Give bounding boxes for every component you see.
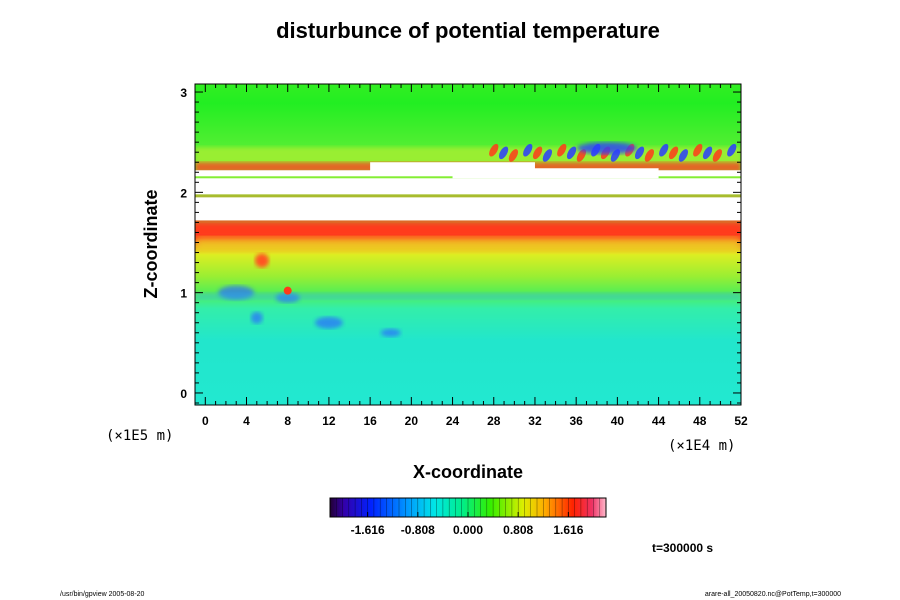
footer-left: /usr/bin/gpview 2005-08-20 — [60, 591, 145, 598]
wave-cell — [693, 143, 703, 157]
missing-region — [195, 178, 741, 195]
colorbar-tick-label: -0.808 — [401, 523, 435, 537]
missing-region — [452, 168, 659, 179]
wave-cell — [576, 149, 587, 162]
x-axis-label: X-coordinate — [413, 462, 523, 482]
cold-cell — [314, 316, 343, 329]
chart-title: disturbunce of potential temperature — [276, 18, 660, 43]
wave-cell — [508, 149, 519, 162]
wave-cell — [702, 146, 713, 160]
wave-cell — [634, 146, 645, 160]
y-tick-labels: 0 1 2 3 — [180, 86, 187, 401]
warm-band — [195, 224, 741, 238]
colorbar-tick-label: 1.616 — [553, 523, 583, 537]
warm-cell — [283, 286, 292, 295]
wave-cell — [566, 146, 577, 160]
cold-cell — [577, 142, 638, 155]
wave-cell — [523, 143, 533, 157]
axis-ticks — [194, 84, 742, 405]
x-tick-label: 52 — [734, 414, 748, 428]
y-scale-label: (×1E5 m) — [106, 428, 173, 444]
wave-cell — [678, 149, 689, 162]
y-tick-label: 2 — [180, 186, 187, 200]
wave-cell — [644, 149, 655, 162]
cold-cell — [380, 328, 401, 337]
wave-cell — [659, 143, 669, 157]
plot-frame — [194, 83, 742, 406]
y-tick-label: 0 — [180, 387, 187, 401]
x-tick-label: 48 — [693, 414, 707, 428]
colorbar-segments — [336, 498, 600, 517]
upper-band — [195, 147, 741, 165]
wave-cell — [557, 143, 567, 157]
y-axis-label: Z-coordinate — [141, 189, 161, 298]
warm-band-edge — [195, 237, 741, 253]
wave-cell — [668, 146, 679, 160]
x-tick-label: 40 — [611, 414, 625, 428]
wave-cell — [727, 143, 737, 157]
wave-cell — [542, 149, 553, 162]
x-scale-label: (×1E4 m) — [668, 438, 735, 454]
x-tick-label: 12 — [322, 414, 336, 428]
x-tick-label: 32 — [528, 414, 542, 428]
wave-cell — [712, 149, 723, 162]
wave-cell — [532, 146, 543, 160]
y-tick-label: 1 — [180, 287, 187, 301]
x-tick-label: 44 — [652, 414, 666, 428]
wave-cell — [489, 143, 499, 157]
warm-cell — [254, 253, 269, 268]
x-tick-label: 20 — [405, 414, 419, 428]
x-tick-label: 8 — [284, 414, 291, 428]
x-tick-labels: 0 4 8 12 16 20 24 28 32 36 40 44 48 52 — [202, 414, 748, 428]
plot-area — [195, 84, 741, 405]
x-tick-label: 0 — [202, 414, 209, 428]
colorbar-tick-label: -1.616 — [351, 523, 385, 537]
footer-right: arare-all_20050820.nc@PotTemp,t=300000 — [705, 591, 841, 598]
colorbar-ticks: -1.616 -0.808 0.000 0.808 1.616 — [351, 512, 584, 537]
time-annotation: t=300000 s — [652, 541, 713, 555]
x-tick-label: 36 — [569, 414, 583, 428]
cool-layer — [195, 292, 741, 300]
x-tick-label: 4 — [243, 414, 250, 428]
x-tick-label: 28 — [487, 414, 501, 428]
y-tick-label: 3 — [180, 86, 187, 100]
colorbar-tick-label: 0.808 — [503, 523, 533, 537]
missing-region — [195, 197, 741, 221]
colorbar-tick-label: 0.000 — [453, 523, 483, 537]
cold-cell — [250, 311, 263, 324]
x-tick-label: 24 — [446, 414, 460, 428]
x-tick-label: 16 — [363, 414, 377, 428]
wave-cell — [498, 146, 509, 160]
